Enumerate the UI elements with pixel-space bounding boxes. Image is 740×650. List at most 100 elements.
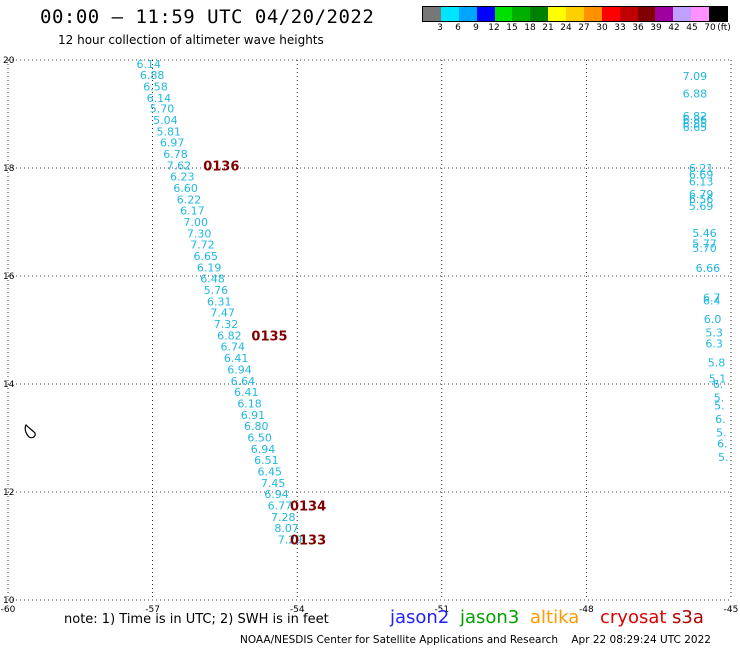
legend-swatch-6	[530, 7, 549, 21]
swh-value-label: 5.70	[150, 103, 175, 116]
legend-tick-label: 24	[560, 23, 572, 33]
swh-value-label: 6.17	[180, 205, 205, 218]
pass-time-label: 0134	[290, 500, 326, 515]
swh-value-label: 6.	[715, 413, 726, 426]
legend-swatch-2	[458, 7, 477, 21]
swh-value-label: 6.94	[251, 443, 276, 456]
swh-value-label: 6.82	[217, 329, 242, 342]
swh-value-label: 5.	[714, 392, 725, 405]
swh-value-label: 6.94	[227, 363, 252, 376]
swh-value-label: 6.85	[683, 118, 708, 131]
legend-swatch-16	[709, 7, 727, 21]
swh-value-label: 8.07	[274, 522, 299, 535]
swh-value-label: 6.65	[194, 250, 219, 263]
swh-value-label: 6.88	[140, 69, 165, 82]
swh-value-label: 5.77	[692, 238, 717, 251]
swh-value-label: 5.	[714, 400, 725, 413]
swh-value-label: 6.	[713, 378, 724, 391]
swh-value-label: 6.14	[147, 92, 172, 105]
swh-value-label: 7.29	[278, 534, 303, 547]
generated-time: Apr 22 08:29:24 UTC 2022	[571, 634, 711, 646]
page-subtitle: 12 hour collection of altimeter wave hei…	[58, 33, 324, 47]
swh-value-label: 7.30	[187, 227, 212, 240]
swh-value-label: 7.47	[210, 307, 235, 320]
legend-tick-label: 27	[578, 23, 590, 33]
pass-time-label: 0133	[290, 534, 326, 549]
swh-value-label: 6.91	[241, 409, 266, 422]
lon-tick-label: -60	[1, 605, 16, 615]
legend-tick-label: 33	[614, 23, 626, 33]
footnote: note: 1) Time is in UTC; 2) SWH is in fe…	[64, 612, 329, 627]
swh-value-label: 5.04	[153, 114, 178, 127]
swh-value-label: 7.62	[167, 159, 192, 172]
lon-tick-label: -51	[434, 605, 449, 615]
swh-value-label: 6.	[717, 437, 728, 450]
swh-value-label: 6.65	[683, 121, 708, 134]
swh-value-label: 5.69	[689, 200, 714, 213]
lon-tick-label: -48	[579, 605, 594, 615]
map-grid	[7, 59, 732, 601]
lat-tick-label: 10	[3, 596, 15, 606]
swh-value-label: 7.09	[683, 70, 708, 83]
swh-value-label: 7.72	[190, 239, 215, 252]
swh-value-label: 6.50	[247, 431, 272, 444]
time-labels: 0136 0135 0134 0133	[203, 159, 326, 548]
lat-tick-label: 14	[3, 380, 15, 390]
legend-tick-label: 18	[524, 23, 536, 33]
swh-value-label: 6.41	[224, 352, 249, 365]
swh-value-label: 6.23	[170, 171, 195, 184]
color-legend: 3 6 9 12 15 18 21 24 27 30 33 36 39 42 45 70 (ft)	[422, 6, 731, 33]
swh-value-label: 5.1	[709, 373, 727, 386]
lat-tick-label: 16	[3, 272, 15, 282]
legend-swatch-13	[655, 7, 674, 21]
swh-value-label: 6.3	[705, 338, 723, 351]
swh-value-label: 6.7	[703, 292, 721, 305]
legend-swatch-12	[637, 7, 656, 21]
swh-value-label: 6.97	[160, 137, 185, 150]
swh-value-label: 6.66	[696, 262, 721, 275]
legend-swatch-4	[494, 7, 513, 21]
swh-value-label: 6.80	[244, 420, 269, 433]
legend-swatch-0	[423, 7, 441, 21]
legend-swatch-15	[691, 7, 709, 21]
legend-swatch-8	[566, 7, 584, 21]
legend-swatch-3	[476, 7, 495, 21]
swh-value-label: 6.79	[689, 188, 714, 201]
swh-value-label: 7.28	[271, 511, 296, 524]
legend-swatch-11	[619, 7, 638, 21]
credit-org: NOAA/NESDIS Center for Satellite Applica…	[240, 634, 558, 646]
swh-value-label: 5.	[716, 427, 727, 440]
legend-swatches	[422, 6, 728, 22]
satellite-cryosat: cryosat	[600, 607, 667, 628]
swh-value-label: 6.74	[220, 341, 245, 354]
legend-unit: (ft)	[717, 23, 731, 33]
legend-tick-label: 9	[473, 23, 479, 33]
legend-tick-label: 6	[455, 23, 461, 33]
swh-value-label: 5.76	[204, 284, 229, 297]
swh-value-label: 5.3	[705, 327, 723, 340]
swh-value-label: 6.78	[163, 148, 188, 161]
lat-tick-label: 20	[3, 56, 15, 66]
pass-time-label: 0135	[251, 329, 287, 344]
legend-tick-label: 15	[506, 23, 518, 33]
swh-value-label: 6.41	[234, 386, 259, 399]
legend-tick-label: 12	[488, 23, 500, 33]
satellite-s3a: s3a	[672, 607, 704, 628]
swh-value-label: 6.0	[704, 313, 722, 326]
legend-swatch-14	[673, 7, 692, 21]
swh-value-label: 6.56	[689, 193, 714, 206]
legend-tick-label: 70	[704, 23, 716, 33]
swh-value-label: 6.4	[703, 294, 721, 307]
swh-value-label: 6.31	[207, 295, 232, 308]
swh-value-label: 6.21	[689, 162, 714, 175]
swh-value-label: 5.70	[692, 242, 717, 255]
pass-time-label: 0136	[203, 159, 239, 174]
legend-swatch-1	[440, 7, 459, 21]
swh-value-label: 7.32	[214, 318, 239, 331]
legend-tick-label: 39	[650, 23, 662, 33]
swh-value-label: 6.88	[683, 87, 708, 100]
island-outline	[24, 423, 36, 439]
swh-value-label: 7.45	[261, 477, 286, 490]
swh-value-label: 6.48	[200, 273, 225, 286]
